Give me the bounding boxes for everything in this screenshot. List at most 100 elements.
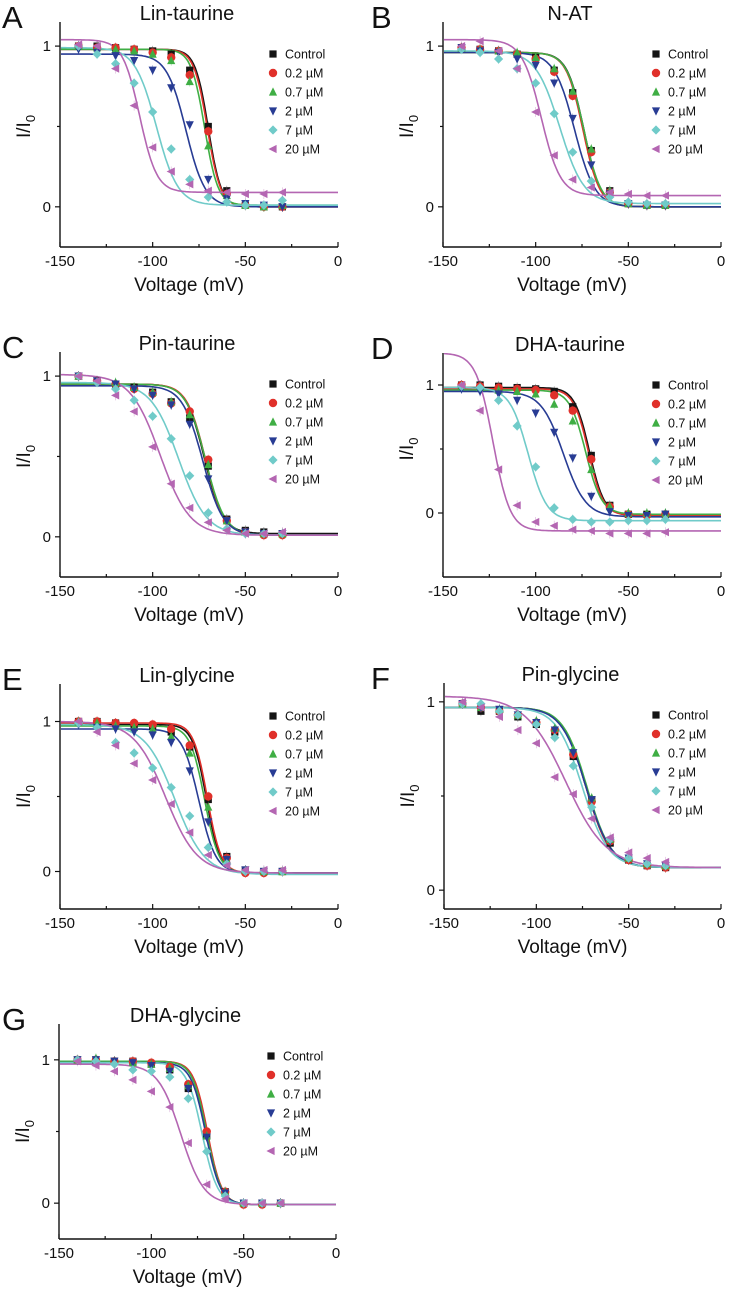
data-point — [222, 517, 231, 526]
data-point — [167, 55, 176, 65]
data-point — [165, 1103, 174, 1112]
data-point — [91, 1061, 100, 1070]
data-point — [568, 175, 577, 184]
data-point — [129, 759, 138, 768]
panel-letter: D — [371, 331, 393, 366]
data-point — [531, 61, 540, 70]
data-point — [203, 508, 213, 518]
data-point — [513, 396, 522, 405]
data-point — [185, 811, 195, 821]
legend-label: 0.2 µM — [668, 398, 706, 412]
data-point — [586, 176, 596, 186]
x-tick-label: -100 — [521, 915, 551, 932]
x-tick-label: -50 — [618, 915, 640, 932]
x-tick-label: 0 — [334, 253, 342, 270]
data-point — [550, 64, 559, 73]
data-point — [129, 407, 138, 416]
panel-letter: E — [2, 662, 23, 697]
data-point — [203, 192, 213, 202]
data-point — [183, 1093, 193, 1104]
legend-marker — [651, 87, 661, 96]
data-point — [660, 191, 669, 200]
data-point — [512, 501, 521, 510]
data-point — [111, 741, 120, 750]
data-point — [204, 792, 213, 801]
legend-marker — [652, 381, 660, 389]
legend-label: 20 µM — [285, 473, 320, 487]
x-tick-label: -100 — [136, 1245, 166, 1262]
data-point — [513, 725, 522, 735]
legend-marker — [651, 786, 661, 796]
data-point — [185, 767, 194, 776]
y-tick-label: 0 — [427, 882, 435, 899]
data-point — [148, 775, 157, 785]
data-point — [277, 527, 286, 537]
legend-marker — [268, 125, 278, 135]
legend-label: 2 µM — [285, 105, 313, 119]
data-point — [185, 828, 194, 837]
data-point — [185, 420, 194, 429]
data-point — [549, 503, 559, 513]
legend-marker — [267, 1052, 275, 1060]
data-point — [257, 1199, 266, 1208]
data-point — [204, 175, 213, 185]
legend-marker — [651, 107, 661, 116]
panel-letter: B — [371, 0, 392, 35]
y-tick-label: 1 — [426, 377, 434, 394]
data-point — [204, 818, 213, 827]
legend-marker — [268, 806, 277, 816]
data-point — [623, 516, 633, 526]
data-point — [475, 37, 484, 46]
data-point — [587, 814, 596, 823]
x-tick-label: -50 — [234, 253, 256, 270]
legend-marker — [268, 769, 278, 778]
data-point — [587, 161, 596, 170]
data-point — [167, 738, 176, 748]
data-point — [494, 706, 504, 716]
y-axis-label: I/I0 — [13, 1120, 37, 1143]
x-tick-label: -100 — [521, 583, 551, 600]
legend-label: 20 µM — [668, 474, 703, 488]
legend: Control 0.2 µM 0.7 µM 2 µM 7 µM 20 µM — [651, 48, 708, 157]
data-point — [549, 151, 558, 160]
y-tick-label: 0 — [426, 505, 434, 522]
data-point — [184, 1084, 193, 1094]
legend-label: 20 µM — [285, 805, 320, 819]
data-point — [130, 728, 139, 737]
legend-marker — [268, 68, 278, 78]
panel-e: E Lin-glycine -150 -100 -50 0 0 1 Voltage (mV) I/… — [2, 662, 342, 958]
x-tick-label: -150 — [45, 583, 75, 600]
data-point — [624, 848, 633, 857]
data-point — [129, 101, 138, 110]
y-tick-label: 0 — [43, 529, 51, 546]
x-tick-label: -50 — [617, 253, 639, 270]
data-point — [587, 796, 596, 805]
x-tick-label: -150 — [45, 253, 75, 270]
data-point — [550, 391, 559, 400]
legend-label: Control — [283, 1050, 323, 1064]
fit-curve-7-m — [61, 723, 338, 876]
data-point — [148, 143, 157, 152]
data-point — [111, 384, 121, 394]
x-axis-label: Voltage (mV) — [518, 937, 628, 958]
legend-label: 7 µM — [668, 455, 696, 469]
panel-a: A Lin-taurine -150 -100 -50 0 0 1 Voltage (mV) I/… — [2, 0, 342, 296]
y-axis-label: I/I0 — [397, 115, 421, 138]
data-point — [549, 521, 558, 530]
fit-curve-20-m — [444, 353, 721, 532]
panel-title: DHA-taurine — [515, 334, 625, 356]
y-tick-label: 1 — [43, 368, 51, 385]
y-tick-label: 0 — [43, 864, 51, 881]
data-point — [660, 514, 670, 524]
y-tick-label: 1 — [426, 38, 434, 55]
legend-marker — [651, 438, 661, 447]
legend-label: 0.7 µM — [668, 747, 706, 761]
legend: Control 0.2 µM 0.7 µM 2 µM 7 µM 20 µM — [268, 378, 325, 487]
x-tick-label: -150 — [428, 253, 458, 270]
fit-curve-7-m — [444, 50, 721, 205]
data-point — [109, 1059, 119, 1069]
data-point — [623, 197, 633, 207]
data-point — [494, 465, 503, 474]
x-axis-label: Voltage (mV) — [134, 275, 244, 296]
